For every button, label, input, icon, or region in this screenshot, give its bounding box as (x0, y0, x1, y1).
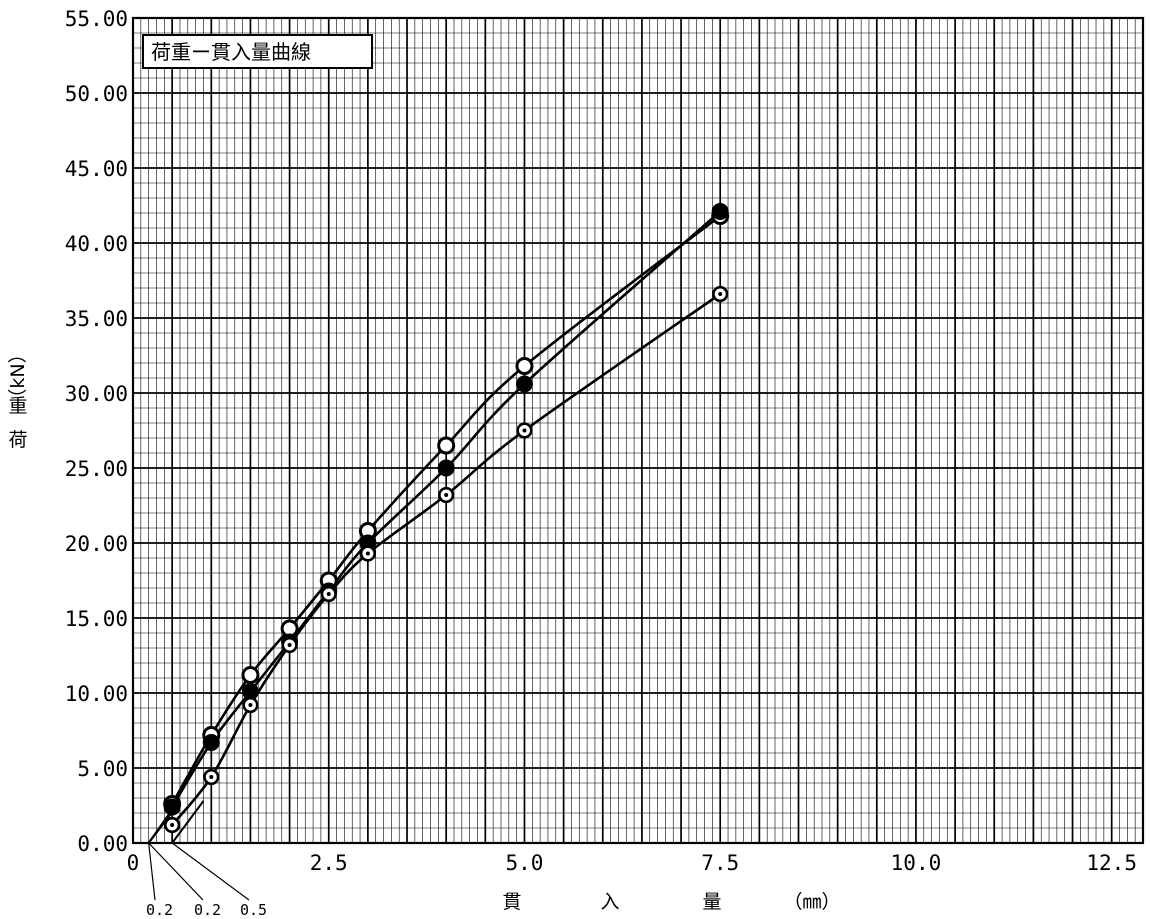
y-tick-label: 55.00 (65, 7, 128, 31)
y-axis-label-unit: （kN） (7, 344, 29, 407)
y-tick-label: 30.00 (65, 382, 128, 406)
series-line-dotted-circle (171, 292, 721, 826)
correction-leader (171, 842, 250, 901)
data-point-dotted-center (365, 551, 370, 556)
data-point-filled (241, 683, 259, 700)
data-point-filled (163, 798, 181, 816)
x-tick-label: 10.0 (891, 851, 942, 875)
data-point-filled (711, 203, 729, 220)
data-point-dotted-center (718, 292, 723, 296)
x-axis-label-unit: （㎜） (783, 891, 840, 913)
y-tick-label: 5.00 (77, 757, 128, 781)
y-tick-label: 40.00 (65, 232, 128, 256)
chart-title: 荷重ー貫入量曲線 (151, 40, 311, 64)
y-axis-label-char-1: 荷 (8, 429, 27, 451)
x-axis-label-char-3: 量 (702, 891, 721, 913)
axes (131, 16, 1145, 845)
correction-leader (148, 842, 204, 901)
data-point-dotted-center (326, 592, 331, 596)
y-tick-label: 35.00 (65, 307, 128, 331)
y-tick-label: 50.00 (65, 82, 128, 106)
data-point-filled (437, 459, 455, 477)
x-tick-label: 2.5 (310, 851, 348, 875)
data-point-dotted-center (287, 643, 292, 647)
correction-leader (148, 842, 156, 901)
correction-line (171, 800, 205, 844)
y-tick-label: 10.00 (65, 682, 128, 706)
data-point-open (515, 357, 534, 375)
data-point-open (241, 666, 260, 684)
correction-label: 0.2 (146, 901, 173, 919)
series-line-filled-circle (171, 210, 722, 808)
series (163, 203, 730, 834)
data-point-dotted-center (209, 775, 214, 779)
x-axis-label-char-2: 入 (600, 891, 619, 913)
x-tick-label: 5.0 (506, 851, 544, 875)
y-tick-label: 0.00 (77, 832, 128, 856)
y-tick-label: 20.00 (65, 532, 128, 556)
data-point-open (437, 436, 456, 455)
correction-label: 0.5 (240, 901, 267, 919)
grid (132, 17, 1144, 844)
x-tick-label: 12.5 (1086, 851, 1137, 875)
zero-corrections: 0.2 0.2 0.5 (146, 800, 267, 919)
correction-line (147, 803, 177, 844)
data-point-dotted-center (522, 428, 527, 433)
data-point-dotted-center (170, 823, 175, 827)
y-tick-label: 45.00 (65, 157, 128, 181)
x-tick-label: 0 (127, 851, 140, 875)
y-axis-label: 荷 重 （kN） (7, 344, 29, 451)
tick-labels: 0.005.0010.0015.0020.0025.0030.0035.0040… (65, 7, 1137, 875)
series-line-open-circle (171, 214, 721, 805)
data-point-dotted-center (444, 493, 449, 497)
y-axis-label-char-2: 重 (8, 395, 27, 417)
data-point-dotted-center (248, 703, 253, 707)
plot-frame (131, 16, 1145, 845)
y-tick-label: 25.00 (65, 457, 128, 481)
x-tick-label: 7.5 (701, 851, 739, 875)
x-axis-label-char-1: 貫 (502, 891, 521, 913)
y-tick-label: 15.00 (65, 607, 128, 631)
chart-title-box: 荷重ー貫入量曲線 (142, 34, 373, 69)
data-point-filled (515, 375, 533, 393)
correction-label: 0.2 (194, 901, 221, 919)
data-point-filled (202, 734, 220, 751)
x-axis-label: 貫 入 量 （㎜） (502, 891, 840, 913)
